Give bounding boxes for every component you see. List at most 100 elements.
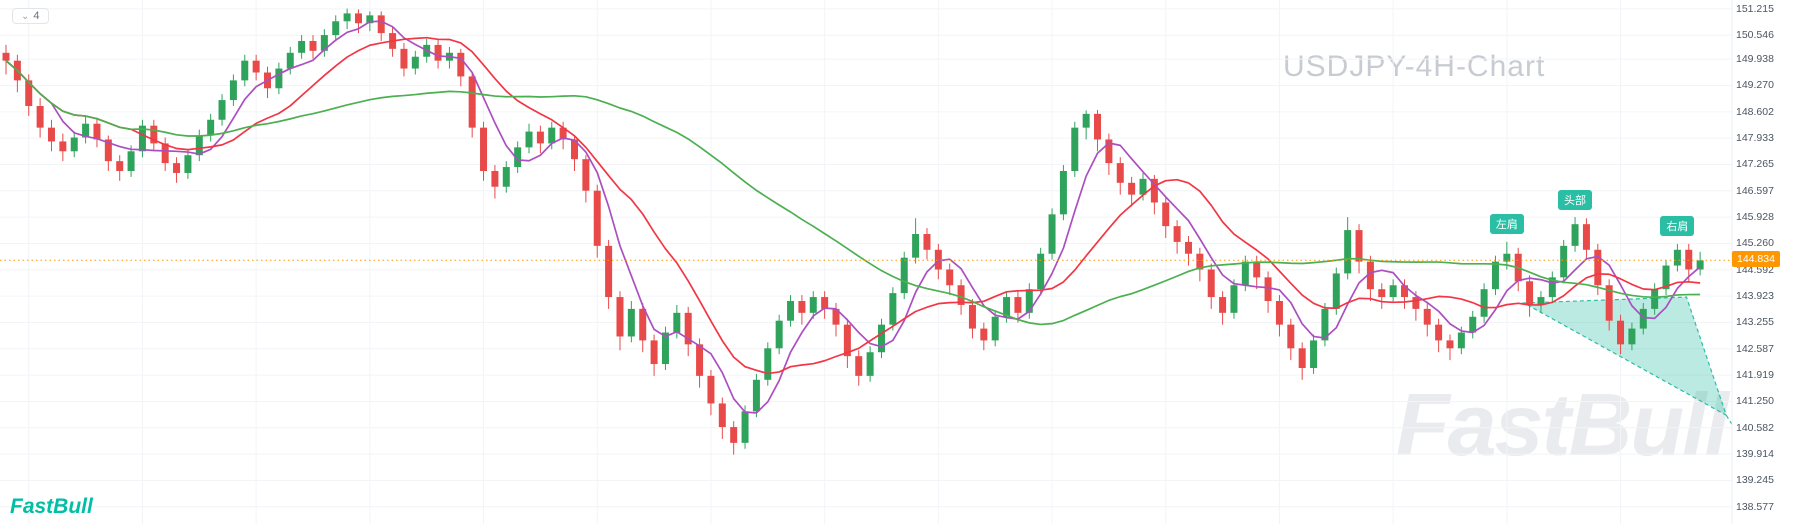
candle	[502, 161, 510, 193]
candle	[1673, 243, 1681, 272]
fastbull-logo[interactable]: FastBull	[10, 495, 93, 518]
candle-body	[127, 151, 135, 171]
candle	[1685, 243, 1693, 282]
candle-body	[104, 139, 112, 162]
candle	[1423, 302, 1431, 337]
candle-body	[491, 170, 499, 187]
indicators-collapse-pill[interactable]: ⌄ 4	[12, 8, 49, 24]
price-axis[interactable]: 151.215 150.546 149.938 149.270 148.602 147.9…	[1730, 0, 1817, 524]
candle	[991, 310, 999, 347]
candle-body	[1491, 261, 1499, 290]
candle	[286, 46, 294, 75]
candle-body	[1446, 340, 1454, 349]
price-tick: 139.914	[1736, 448, 1774, 461]
candle-body	[627, 308, 635, 337]
candle-body	[1355, 230, 1363, 262]
candle-body	[525, 131, 533, 148]
candle-body	[1082, 113, 1090, 128]
candle	[59, 133, 67, 162]
candle	[434, 39, 442, 69]
candle	[1310, 334, 1318, 374]
candle-body	[1116, 163, 1124, 183]
candle-body	[400, 48, 408, 69]
candle	[673, 304, 681, 339]
candle	[1321, 302, 1329, 347]
symbol-watermark: USDJPY-4H-Chart	[1283, 50, 1546, 83]
candle-body	[536, 131, 544, 144]
candle-body	[298, 40, 306, 53]
candle-body	[923, 234, 931, 250]
pattern-label-badge[interactable]: 右肩	[1660, 215, 1695, 236]
candle-body	[900, 257, 908, 294]
candle	[1105, 133, 1113, 175]
candle-body	[661, 332, 669, 365]
candle-body	[332, 21, 340, 36]
candle-body	[616, 297, 624, 337]
plot-layer	[0, 0, 1732, 524]
candle-body	[696, 344, 704, 376]
candle-body	[229, 80, 237, 101]
candle	[1207, 263, 1215, 309]
price-tick: 141.919	[1736, 369, 1774, 382]
candle-body	[1412, 297, 1420, 309]
candle	[161, 137, 169, 171]
price-tick: 140.582	[1736, 421, 1774, 434]
candle-body	[150, 125, 158, 144]
candle-body	[184, 155, 192, 173]
candle	[1048, 208, 1056, 260]
candle	[514, 141, 522, 173]
candle-body	[218, 100, 226, 120]
candle	[332, 15, 340, 41]
candle-body	[343, 13, 351, 22]
candle	[775, 314, 783, 355]
candle-body	[93, 123, 101, 140]
candle-body	[1344, 230, 1352, 274]
candle-body	[877, 324, 885, 353]
pattern-label-badge[interactable]: 左肩	[1489, 214, 1524, 235]
candle-body	[809, 297, 817, 313]
price-tick: 139.245	[1736, 474, 1774, 487]
current-price-badge: 144.834	[1732, 251, 1780, 268]
price-tick: 146.597	[1736, 184, 1774, 197]
candle-body	[286, 52, 294, 69]
candle-body	[82, 123, 90, 138]
candle-body	[1435, 324, 1443, 341]
candle	[184, 149, 192, 179]
candle-body	[1480, 289, 1488, 317]
candle-body	[1673, 249, 1681, 266]
candle-body	[411, 56, 419, 69]
candle	[218, 94, 226, 126]
candle-body	[161, 143, 169, 164]
candle-body	[1662, 265, 1670, 290]
candle-body	[639, 308, 647, 341]
candle-body	[468, 76, 476, 128]
candle-body	[673, 312, 681, 333]
candle-body	[1651, 289, 1659, 309]
candle-body	[1605, 285, 1613, 321]
candle-body	[832, 308, 840, 325]
candle-body	[1150, 178, 1158, 203]
candle	[923, 228, 931, 260]
candle	[1128, 176, 1136, 207]
candle-body	[1685, 249, 1693, 270]
candle-body	[605, 245, 613, 298]
price-tick: 150.546	[1736, 29, 1774, 42]
candle-body	[480, 127, 488, 171]
head-shoulders-pattern[interactable]	[1521, 296, 1728, 417]
candle-body	[116, 161, 124, 171]
candle-body	[195, 135, 203, 156]
pattern-label-badge[interactable]: 头部	[1558, 190, 1593, 211]
candle-body	[582, 159, 590, 191]
candle	[127, 145, 135, 177]
candle	[1230, 279, 1238, 319]
candle-body	[1526, 281, 1534, 305]
candle-body	[241, 60, 249, 81]
candle	[798, 295, 806, 325]
candle-body	[1617, 320, 1625, 345]
price-tick: 151.215	[1736, 2, 1774, 15]
candle	[457, 48, 465, 87]
candle	[116, 155, 124, 181]
